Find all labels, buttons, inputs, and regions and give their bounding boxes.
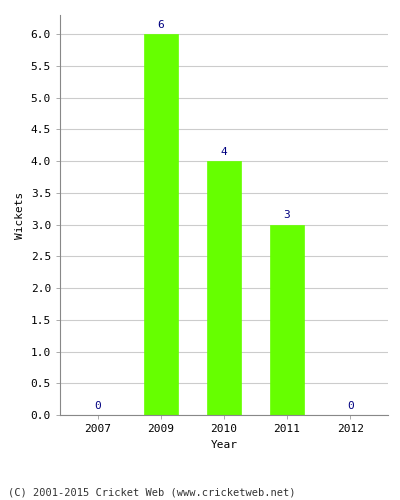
Text: 4: 4 <box>221 146 227 156</box>
Text: (C) 2001-2015 Cricket Web (www.cricketweb.net): (C) 2001-2015 Cricket Web (www.cricketwe… <box>8 488 296 498</box>
X-axis label: Year: Year <box>210 440 238 450</box>
Y-axis label: Wickets: Wickets <box>15 192 25 238</box>
Bar <box>144 34 178 415</box>
Text: 0: 0 <box>94 400 101 410</box>
Text: 0: 0 <box>347 400 354 410</box>
Bar <box>270 224 304 415</box>
Bar <box>207 161 241 415</box>
Text: 6: 6 <box>158 20 164 30</box>
Text: 3: 3 <box>284 210 290 220</box>
